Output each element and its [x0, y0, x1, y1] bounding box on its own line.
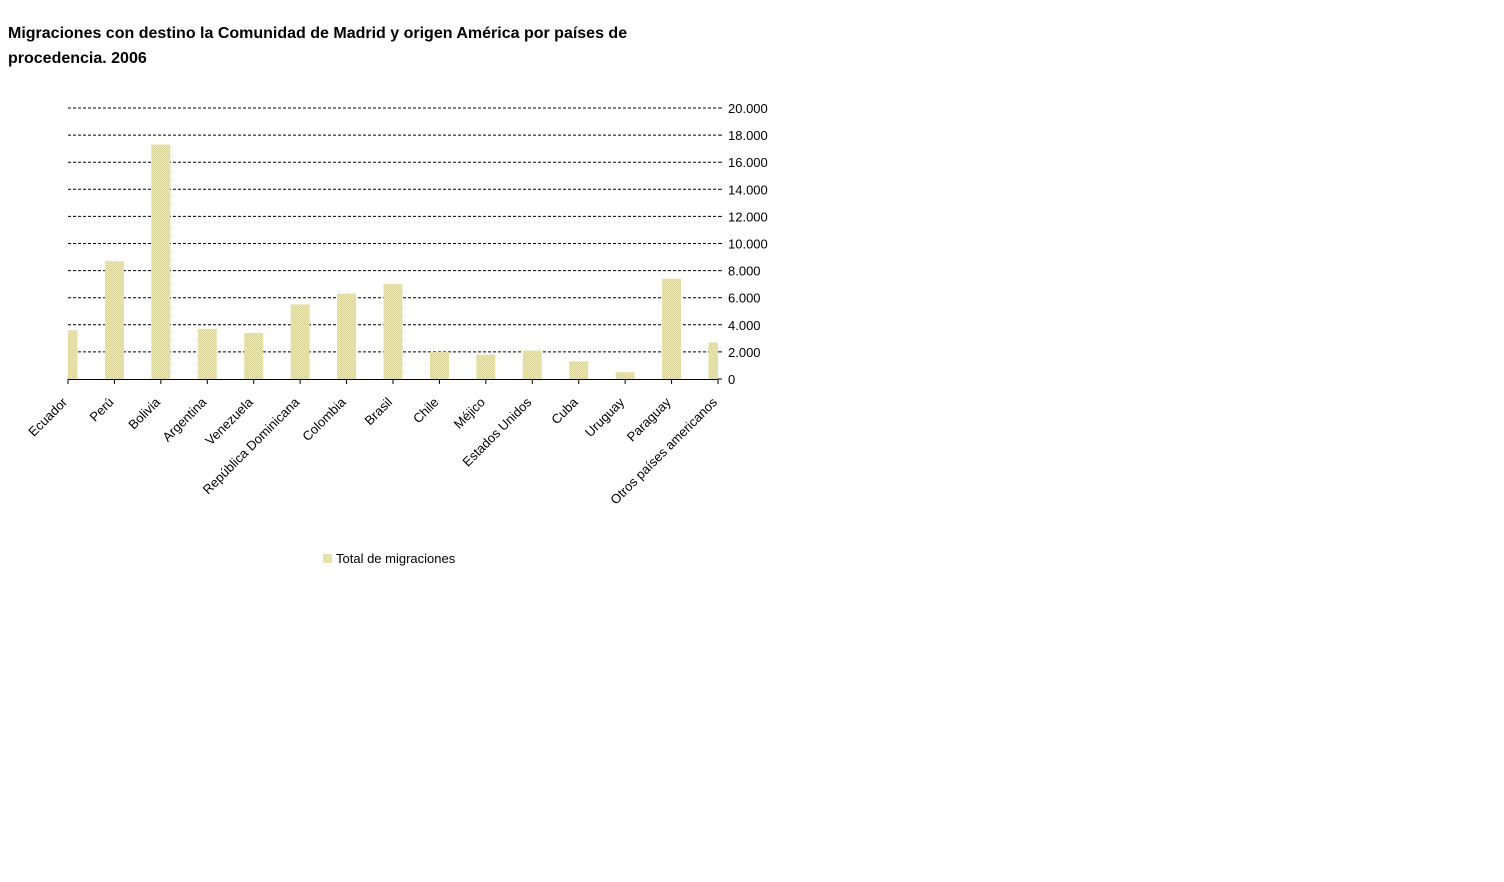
y-tick-label: 8.000 — [728, 264, 761, 279]
x-tick-label: Uruguay — [582, 394, 628, 440]
x-tick-label: Colombia — [299, 394, 349, 444]
bar — [522, 350, 542, 379]
bar — [151, 144, 171, 379]
x-tick-label: Méjico — [451, 395, 488, 432]
bar — [383, 284, 403, 379]
bar — [197, 328, 217, 379]
y-tick-label: 14.000 — [728, 182, 768, 197]
y-tick-label: 12.000 — [728, 209, 768, 224]
y-tick-label: 0 — [728, 372, 735, 387]
legend-label: Total de migraciones — [336, 551, 456, 566]
bar — [244, 332, 264, 379]
y-tick-label: 20.000 — [728, 101, 768, 116]
x-tick-label: Ecuador — [25, 394, 70, 439]
bar — [662, 278, 682, 379]
bar — [337, 293, 357, 379]
x-tick-label: Perú — [87, 395, 117, 425]
y-tick-label: 16.000 — [728, 155, 768, 170]
bar — [429, 351, 449, 379]
y-tick-label: 10.000 — [728, 237, 768, 252]
x-tick-label: Cuba — [548, 394, 581, 427]
bar — [476, 354, 496, 379]
bar — [569, 361, 589, 379]
y-tick-label: 18.000 — [728, 128, 768, 143]
bar — [290, 304, 310, 379]
legend: Total de migraciones — [323, 551, 455, 566]
bar — [68, 330, 78, 379]
y-tick-label: 2.000 — [728, 345, 761, 360]
bar — [615, 372, 635, 379]
legend-swatch — [323, 554, 332, 563]
y-tick-label: 4.000 — [728, 318, 761, 333]
x-tick-label: Chile — [410, 395, 442, 427]
bar — [708, 342, 718, 379]
bar-chart: 0 2.000 4.000 6.000 8.000 10.000 12.000 14.000 1… — [25, 101, 768, 507]
x-tick-label: Bolivia — [125, 394, 163, 432]
bar — [104, 261, 124, 379]
y-tick-label: 6.000 — [728, 291, 761, 306]
x-tick-label: Brasil — [362, 394, 396, 428]
chart-title: Migraciones con destino la Comunidad de … — [8, 25, 628, 67]
